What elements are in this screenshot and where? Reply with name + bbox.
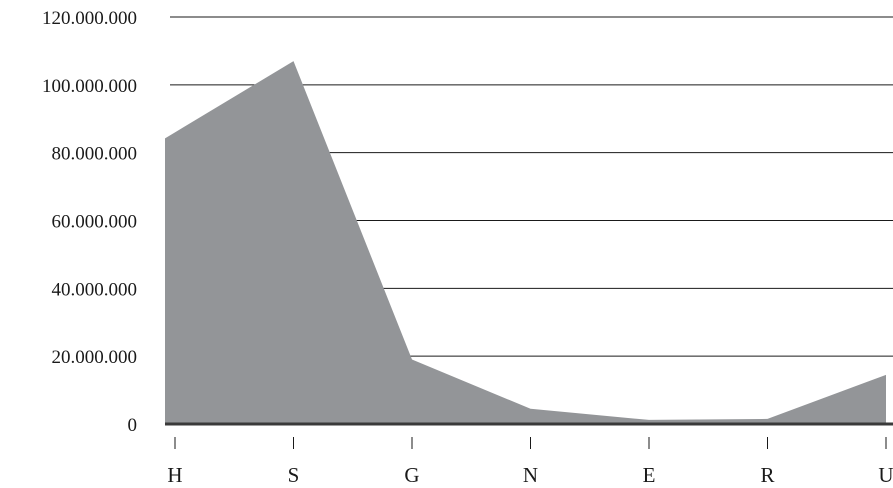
y-tick-label-2: 40.000.000 — [52, 279, 138, 300]
x-tick-label-H: H — [167, 463, 182, 487]
x-tick-label-R: R — [760, 463, 774, 487]
area-fill — [165, 61, 886, 425]
y-tick-label-5: 100.000.000 — [42, 76, 137, 97]
y-tick-label-3: 60.000.000 — [52, 212, 138, 233]
x-tick-label-N: N — [523, 463, 538, 487]
y-tick-label-1: 20.000.000 — [52, 347, 138, 368]
x-tick-label-G: G — [404, 463, 419, 487]
x-tick-label-S: S — [288, 463, 300, 487]
y-tick-label-6: 120.000.000 — [42, 8, 137, 29]
x-tick-label-U: U — [878, 463, 893, 487]
x-tick-label-E: E — [643, 463, 656, 487]
area-series — [165, 61, 886, 425]
y-tick-label-0: 0 — [128, 415, 138, 436]
y-tick-label-4: 80.000.000 — [52, 144, 138, 165]
y-axis-tick-labels: 0 20.000.000 40.000.000 60.000.000 80.000.00… — [42, 8, 137, 436]
